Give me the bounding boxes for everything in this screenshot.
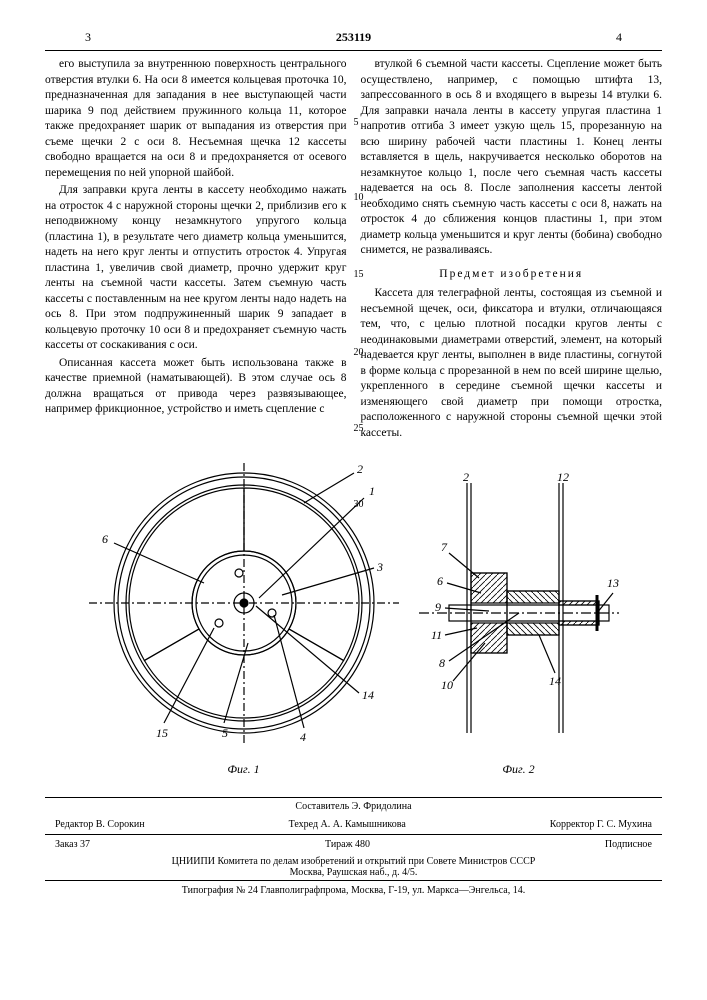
corrector: Корректор Г. С. Мухина [550,819,652,830]
footer: Составитель Э. Фридолина Редактор В. Сор… [45,797,662,900]
podpisnoe: Подписное [605,839,652,850]
svg-text:12: 12 [557,470,569,484]
svg-text:5: 5 [222,726,228,740]
svg-text:14: 14 [362,688,374,702]
fig2-svg: 2 12 7 6 9 11 8 10 13 14 [419,463,619,753]
right-column: втулкой 6 съемной части кассеты. Сцеплен… [361,57,663,443]
svg-text:13: 13 [607,576,619,590]
figure-2: 2 12 7 6 9 11 8 10 13 14 Фиг. 2 [419,463,619,777]
fig2-label: Фиг. 2 [419,762,619,777]
org-address: Москва, Раушская наб., д. 4/5. [55,867,652,878]
page-num-left: 3 [85,30,91,45]
line-num: 10 [354,192,364,203]
svg-text:6: 6 [437,574,443,588]
techred: Техред А. А. Камышникова [289,819,406,830]
page: 3 253119 4 его выступила за внутреннюю п… [0,0,707,920]
svg-text:1: 1 [369,484,375,498]
svg-text:10: 10 [441,678,453,692]
svg-text:15: 15 [156,726,168,740]
footer-row-order: Заказ 37 Тираж 480 Подписное [45,835,662,854]
typography: Типография № 24 Главполиграфпрома, Москв… [45,881,662,900]
line-num: 5 [354,117,359,128]
svg-text:6: 6 [102,532,108,546]
figures-row: 1 2 5 15 4 3 14 6 Фиг. 1 [45,463,662,777]
editor: Редактор В. Сорокин [55,819,145,830]
org-name: ЦНИИПИ Комитета по делам изобретений и о… [55,856,652,867]
compiler: Составитель Э. Фридолина [45,798,662,815]
fig1-svg: 1 2 5 15 4 3 14 6 [89,463,399,753]
fig1-label: Фиг. 1 [89,762,399,777]
svg-text:8: 8 [439,656,445,670]
para: Описанная кассета может быть использован… [45,356,347,418]
svg-text:3: 3 [376,560,383,574]
footer-row-credits: Редактор В. Сорокин Техред А. А. Камышни… [45,815,662,835]
line-num: 20 [354,347,364,358]
para: втулкой 6 съемной части кассеты. Сцеплен… [361,57,663,259]
svg-text:9: 9 [435,600,441,614]
tirazh: Тираж 480 [325,839,370,850]
footer-org: ЦНИИПИ Комитета по делам изобретений и о… [45,854,662,881]
para: его выступила за внутреннюю поверхность … [45,57,347,181]
text-columns-wrap: его выступила за внутреннюю поверхность … [45,57,662,443]
page-header: 3 253119 4 [45,30,662,51]
para: Кассета для телеграфной ленты, состоящая… [361,286,663,441]
svg-text:11: 11 [431,628,442,642]
line-num: 15 [354,269,364,280]
svg-text:2: 2 [463,470,469,484]
svg-text:7: 7 [441,540,448,554]
doc-number: 253119 [336,30,371,45]
subject-title: Предмет изобретения [361,267,663,283]
svg-text:2: 2 [357,463,363,476]
page-num-right: 4 [616,30,622,45]
line-num: 25 [354,423,364,434]
svg-text:14: 14 [549,674,561,688]
text-columns: его выступила за внутреннюю поверхность … [45,57,662,443]
left-column: его выступила за внутреннюю поверхность … [45,57,347,443]
figure-1: 1 2 5 15 4 3 14 6 Фиг. 1 [89,463,399,777]
line-num: 30 [354,499,364,510]
para: Для заправки круга ленты в кассету необх… [45,183,347,354]
order: Заказ 37 [55,839,90,850]
svg-text:4: 4 [300,730,306,744]
